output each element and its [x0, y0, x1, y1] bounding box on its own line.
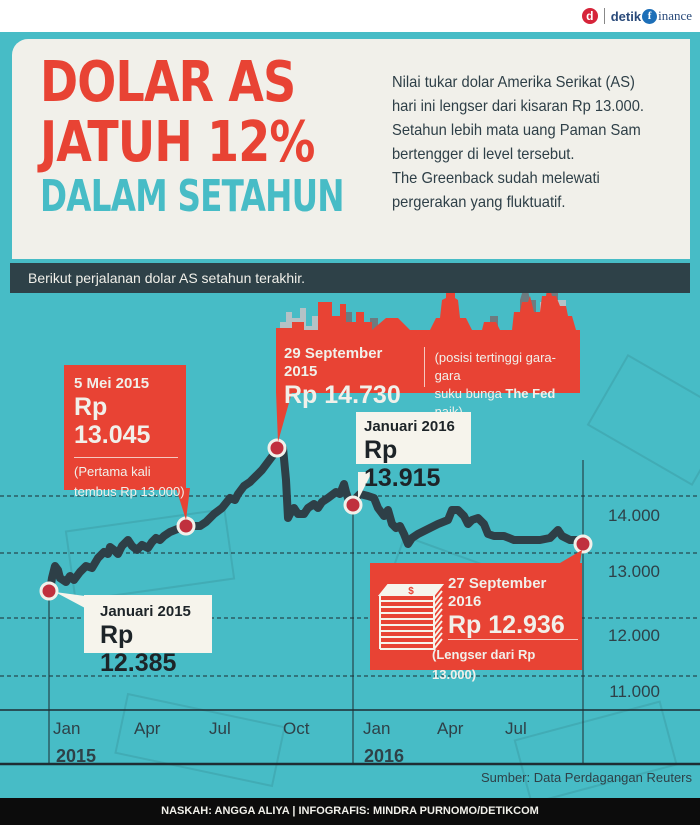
callout-sep-2016: $ 27 September 2016 Rp 12.936 (Lengser d… [370, 563, 582, 682]
money-stack-icon: $ [377, 584, 445, 650]
y-tick-14000: 14.000 [608, 506, 660, 525]
headline-line-3: DALAM SETAHUN [40, 171, 345, 222]
x-tick-jul-2015: Jul [209, 719, 231, 738]
y-tick-12000: 12.000 [608, 626, 660, 645]
callout-date: Januari 2016 [364, 418, 455, 435]
callout-main: 27 September 2016 Rp 12.936 [448, 575, 582, 639]
x-tick-apr-2015: Apr [134, 719, 161, 738]
credits-footer: NASKAH: ANGGA ALIYA | INFOGRAFIS: MINDRA… [0, 798, 700, 825]
callout-value: Rp 13.045 [74, 393, 151, 449]
callout-value: Rp 12.385 [100, 621, 177, 677]
callout-divider [423, 347, 425, 387]
callout-notes: (posisi tertinggi gara-gara suku bunga T… [434, 345, 580, 419]
exchange-rate-line [46, 444, 588, 595]
description-line: The Greenback sudah melewati [392, 170, 600, 187]
source-note: Sumber: Data Perdagangan Reuters [480, 770, 692, 785]
top-bar: d detik f inance [0, 0, 700, 32]
finance-f-icon: f [642, 8, 658, 24]
point-sep-2015[interactable] [267, 438, 287, 458]
svg-text:$: $ [408, 586, 414, 597]
description-line: hari ini lengser dari kisaran Rp 13.000. [392, 98, 645, 115]
callout-main: 29 September 2015 Rp 14.730 [284, 345, 414, 409]
logo-wordmark: detik f inance [611, 8, 692, 24]
y-tick-11000: 11.000 [609, 682, 660, 701]
x-tick-jul-2016: Jul [505, 719, 527, 738]
description: Nilai tukar dolar Amerika Serikat (AS) h… [392, 71, 692, 215]
callout-note: (Lengser dari Rp 13.000) [432, 647, 536, 682]
callout-date: 27 September 2016 [448, 575, 547, 610]
description-line: bertengger di level tersebut. [392, 146, 575, 163]
note-bold: The Fed [505, 386, 556, 401]
callout-divider [448, 639, 578, 640]
headline-line-2: JATUH 12% [40, 110, 315, 175]
callout-jan-2016: Januari 2016 Rp 13.915 [356, 412, 471, 492]
note-text: suku bunga [434, 386, 506, 401]
callout-value: Rp 12.936 [448, 611, 565, 639]
detikfinance-logo[interactable]: d detik f inance [581, 5, 692, 27]
data-points [39, 438, 593, 601]
x-tick-jan-2015: Jan [53, 719, 81, 738]
callout-jan-2015: Januari 2015 Rp 12.385 [84, 595, 212, 677]
logo-suffix: inance [658, 8, 692, 23]
x-tick-jan-2016: Jan [363, 719, 391, 738]
axes [0, 460, 700, 766]
callout-value: Rp 14.730 [284, 381, 401, 409]
callout-date: Januari 2015 [100, 603, 191, 620]
x-year-2016: 2016 [364, 746, 405, 766]
callout-divider [74, 457, 178, 458]
main-panel: DOLAR AS JATUH 12% DALAM SETAHUN Nilai t… [0, 32, 700, 798]
detik-d-icon: d [581, 8, 598, 24]
point-sep-2016[interactable] [573, 534, 593, 554]
callout-sep-2015: 29 September 2015 Rp 14.730 (posisi tert… [276, 337, 580, 419]
callout-date: 5 Mei 2015 [74, 375, 150, 392]
callout-note: (posisi tertinggi gara-gara [434, 350, 556, 383]
subtitle-bar: Berikut perjalanan dolar AS setahun tera… [10, 263, 690, 293]
callout-date: 29 September 2015 [284, 345, 383, 380]
callout-value: Rp 13.915 [364, 436, 441, 492]
point-jan-2015[interactable] [39, 581, 59, 601]
callout-note: (Pertama kali [74, 464, 151, 479]
point-jan-2016[interactable] [343, 495, 363, 515]
x-tick-oct-2015: Oct [283, 719, 310, 738]
logo-prefix: detik [610, 8, 642, 24]
callout-note: tembus Rp 13.000) [74, 484, 185, 499]
x-tick-apr-2016: Apr [437, 719, 464, 738]
point-may-2015[interactable] [176, 516, 196, 536]
x-year-2015: 2015 [56, 746, 97, 766]
exchange-rate-chart [0, 270, 700, 798]
new-york-skyline [276, 270, 580, 340]
logo-divider [603, 8, 605, 24]
header-box: DOLAR AS JATUH 12% DALAM SETAHUN Nilai t… [12, 39, 690, 259]
callout-may-2015: 5 Mei 2015 Rp 13.045 (Pertama kali tembu… [64, 365, 186, 499]
headline-line-1: DOLAR AS [40, 50, 296, 115]
description-line: Nilai tukar dolar Amerika Serikat (AS) [392, 74, 635, 91]
y-tick-13000: 13.000 [608, 562, 660, 581]
description-line: Setahun lebih mata uang Paman Sam [392, 122, 641, 139]
description-line: pergerakan yang fluktuatif. [392, 194, 566, 211]
headline: DOLAR AS JATUH 12% DALAM SETAHUN [40, 53, 451, 221]
